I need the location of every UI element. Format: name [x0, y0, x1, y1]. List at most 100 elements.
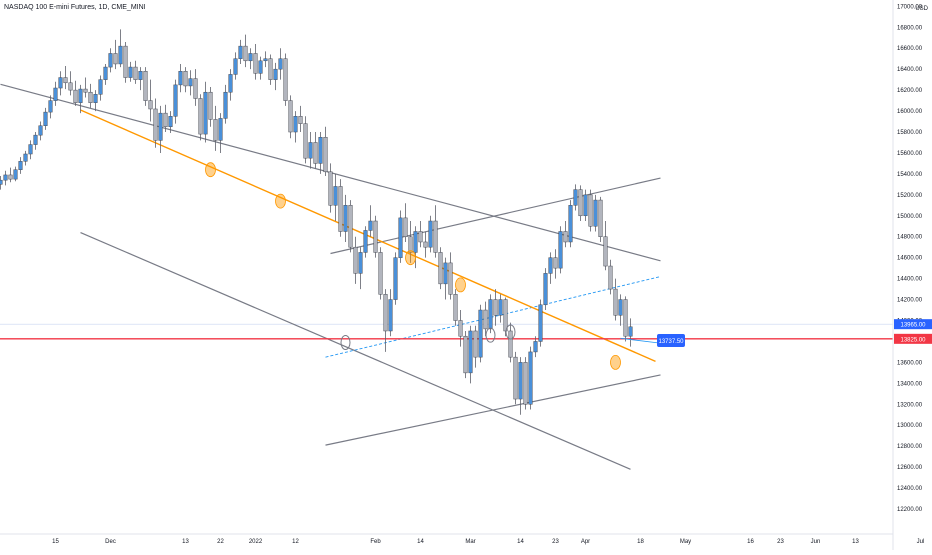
candle-up: [518, 362, 523, 400]
candle-up: [218, 118, 223, 141]
last-price-badge: [894, 319, 932, 330]
y-tick-label: 12800.00: [897, 444, 923, 450]
candle-up: [398, 217, 403, 258]
candle-up: [368, 220, 373, 231]
candle-down: [348, 205, 353, 248]
y-tick-label: 16800.00: [897, 25, 923, 31]
channel-lower-line: [80, 231, 631, 470]
touch-marker: [610, 354, 621, 370]
dashed-trend-line: [325, 276, 661, 358]
candle-down: [153, 108, 158, 141]
candle-down: [323, 136, 328, 173]
y-tick-label: 15200.00: [897, 193, 923, 199]
candle-down: [313, 142, 318, 164]
candle-up: [478, 309, 483, 358]
candle-down: [148, 100, 153, 110]
y-tick-label: 15000.00: [897, 214, 923, 220]
x-tick-label: Jun: [811, 539, 821, 545]
candle-down: [243, 45, 248, 62]
candles-layer: [0, 29, 633, 415]
candle-up: [223, 91, 228, 119]
time-axis[interactable]: Nov15Dec1322202212Feb14Mar1423Apr18May16…: [0, 533, 924, 545]
candle-up: [128, 66, 133, 78]
candle-up: [548, 257, 553, 274]
candle-up: [118, 45, 123, 65]
y-tick-label: 13600.00: [897, 360, 923, 366]
candle-up: [308, 142, 313, 159]
candle-down: [253, 53, 258, 74]
candle-up: [318, 136, 323, 164]
candle-down: [448, 262, 453, 295]
candle-down: [83, 88, 88, 93]
x-tick-label: 23: [777, 539, 784, 545]
candle-up: [343, 205, 348, 232]
y-tick-label: 16000.00: [897, 109, 923, 115]
candle-down: [553, 257, 558, 269]
callout-box: [657, 334, 685, 347]
candle-up: [3, 174, 8, 181]
candle-up: [393, 257, 398, 300]
candle-down: [303, 123, 308, 159]
x-tick-label: May: [680, 539, 691, 545]
candle-up: [48, 100, 53, 113]
candle-down: [68, 82, 73, 91]
drawing-layer: [0, 83, 893, 470]
candle-down: [298, 116, 303, 124]
candle-down: [88, 91, 93, 103]
rising-channel-lower-line: [325, 374, 661, 446]
candle-down: [8, 174, 13, 180]
candle-up: [293, 116, 298, 133]
candle-down: [603, 236, 608, 267]
candle-down: [418, 231, 423, 243]
candle-down: [578, 189, 583, 217]
candle-down: [483, 309, 488, 330]
candle-up: [263, 58, 268, 62]
candle-up: [58, 77, 63, 89]
y-tick-label: 12600.00: [897, 465, 923, 471]
y-tick-label: 15800.00: [897, 130, 923, 136]
candle-up: [413, 231, 418, 253]
candle-up: [0, 179, 3, 185]
y-tick-label: 14200.00: [897, 298, 923, 304]
y-tick-label: 13200.00: [897, 402, 923, 408]
y-tick-label: 14600.00: [897, 256, 923, 262]
touch-marker-outline: [505, 324, 516, 340]
candle-up: [428, 220, 433, 248]
candle-up: [498, 299, 503, 316]
candle-down: [353, 246, 358, 274]
y-tick-label: 16400.00: [897, 67, 923, 73]
touch-marker: [455, 277, 466, 293]
candle-up: [93, 94, 98, 103]
currency-label: USD: [915, 6, 928, 12]
x-tick-label: 13: [182, 539, 189, 545]
y-tick-label: 17000.00: [897, 4, 923, 10]
candle-up: [98, 79, 103, 95]
x-tick-label: 14: [417, 539, 424, 545]
y-tick-label: 16600.00: [897, 46, 923, 52]
candle-down: [513, 356, 518, 400]
price-axis[interactable]: 12200.00 12400.00 12600.00 12800.00 13000.00…: [892, 0, 932, 550]
candle-up: [238, 45, 243, 59]
x-tick-label: 23: [552, 539, 559, 545]
candle-up: [203, 91, 208, 135]
candle-up: [583, 194, 588, 217]
y-tick-label: 15600.00: [897, 151, 923, 157]
last-price-label: 13965.00: [900, 323, 926, 329]
candle-down: [123, 45, 128, 78]
candle-down: [113, 53, 118, 65]
x-tick-label: 15: [52, 539, 59, 545]
candle-up: [543, 273, 548, 306]
candle-up: [573, 189, 578, 206]
x-tick-label: 13: [852, 539, 859, 545]
x-tick-label: 2022: [249, 539, 263, 545]
candle-down: [283, 58, 288, 101]
callout-label: 13737.50: [658, 339, 684, 345]
candle-down: [213, 119, 218, 141]
y-tick-label: 12200.00: [897, 507, 923, 513]
candle-up: [228, 74, 233, 93]
candle-up: [618, 299, 623, 316]
candle-down: [463, 335, 468, 374]
x-tick-label: 12: [292, 539, 299, 545]
